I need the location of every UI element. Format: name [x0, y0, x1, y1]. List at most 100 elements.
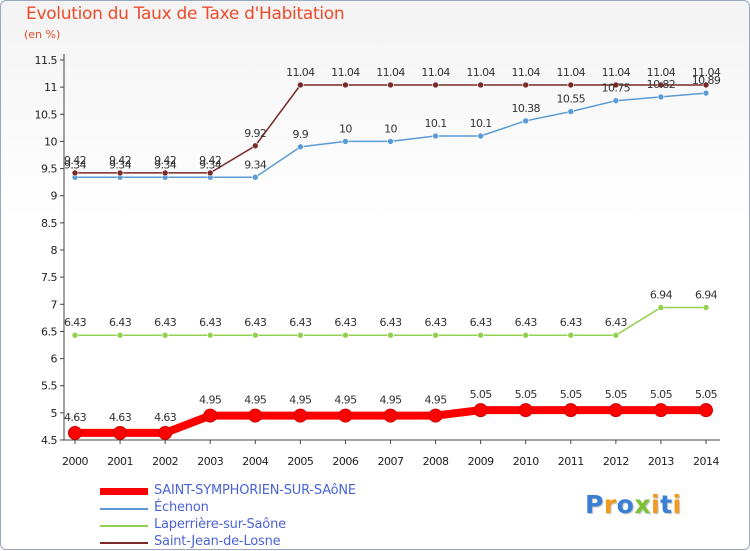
data-point: [657, 304, 665, 311]
data-point: [702, 81, 710, 89]
data-label: 5.05: [605, 388, 628, 401]
logo-letter: t: [660, 490, 673, 519]
data-label: 6.43: [379, 316, 402, 329]
data-point: [342, 331, 349, 339]
legend-swatch: [100, 508, 148, 510]
y-tick-label: 11: [44, 81, 57, 94]
data-point: [432, 81, 439, 89]
data-label: 11.04: [331, 66, 360, 79]
x-tick-label: 2014: [693, 455, 719, 468]
legend-label: Échenon: [154, 500, 209, 515]
x-tick-label: 2001: [107, 455, 133, 468]
legend-swatch: [100, 542, 148, 544]
data-point: [158, 425, 173, 440]
data-label: 9.42: [64, 154, 86, 167]
y-tick-label: 9: [51, 190, 58, 203]
proxiti-logo: Proxiti: [585, 490, 682, 519]
y-tick-label: 6.5: [41, 325, 57, 338]
data-label: 6.43: [64, 316, 87, 329]
data-label: 10.1: [470, 117, 492, 130]
x-tick-label: 2010: [513, 455, 539, 468]
data-point: [387, 331, 394, 339]
y-tick-label: 8.5: [41, 217, 57, 230]
data-label: 10.89: [692, 74, 721, 87]
data-point: [477, 331, 484, 339]
data-label: 6.43: [470, 316, 493, 329]
data-point: [297, 81, 304, 89]
data-label: 10.1: [425, 117, 447, 130]
y-tick-label: 10: [44, 135, 57, 148]
logo-letter: i: [651, 490, 661, 519]
data-label: 6.94: [650, 289, 673, 302]
data-point: [251, 142, 259, 150]
x-tick-label: 2002: [152, 455, 178, 468]
data-point: [612, 331, 620, 339]
data-label: 4.95: [334, 394, 357, 407]
data-point: [518, 403, 533, 418]
x-tick-label: 2013: [648, 455, 674, 468]
legend-swatch: [100, 525, 148, 527]
legend-label: SAINT-SYMPHORIEN-SUR-SAôNE: [154, 483, 356, 498]
data-label: 6.43: [289, 316, 312, 329]
data-label: 11.04: [376, 66, 405, 79]
data-label: 4.95: [244, 394, 267, 407]
data-point: [387, 81, 394, 89]
y-tick-label: 7: [51, 298, 58, 311]
y-tick-label: 4.5: [41, 434, 57, 447]
x-tick-label: 2007: [378, 455, 404, 468]
data-point: [432, 132, 439, 140]
data-point: [653, 403, 668, 418]
data-point: [203, 408, 218, 423]
data-label: 4.63: [154, 411, 177, 424]
data-point: [71, 169, 79, 177]
logo-letter: r: [603, 490, 617, 519]
data-label: 6.94: [695, 289, 718, 302]
data-point: [251, 173, 259, 181]
data-label: 9.42: [154, 154, 176, 167]
data-point: [116, 331, 124, 339]
data-point: [293, 408, 308, 423]
data-point: [473, 403, 488, 418]
y-tick-label: 5: [51, 407, 58, 420]
data-label: 11.04: [647, 66, 676, 79]
data-label: 11.04: [286, 66, 315, 79]
data-point: [567, 108, 575, 115]
data-point: [522, 117, 530, 125]
data-label: 6.43: [199, 316, 222, 329]
legend-label: Laperrière-sur-Saône: [154, 517, 286, 532]
data-label: 6.43: [560, 316, 583, 329]
data-label: 10.38: [511, 102, 540, 115]
data-point: [113, 425, 128, 440]
data-label: 6.43: [334, 316, 357, 329]
data-point: [383, 408, 398, 423]
data-label: 10: [384, 122, 397, 135]
data-point: [477, 81, 484, 89]
data-label: 9.42: [109, 154, 131, 167]
data-label: 9.34: [199, 158, 222, 171]
data-point: [342, 138, 349, 145]
data-label: 6.43: [425, 316, 448, 329]
data-label: 9.34: [109, 158, 132, 171]
data-label: 10.75: [602, 82, 631, 95]
x-tick-label: 2011: [558, 455, 584, 468]
data-point: [432, 331, 439, 339]
data-point: [567, 331, 575, 339]
data-label: 6.43: [515, 316, 538, 329]
logo-letter: o: [616, 490, 635, 519]
data-label: 4.63: [109, 411, 132, 424]
data-label: 9.9: [293, 128, 309, 141]
x-tick-label: 2004: [242, 455, 268, 468]
logo-letter: P: [585, 490, 604, 519]
data-label: 9.34: [154, 158, 177, 171]
data-label: 5.05: [695, 388, 718, 401]
data-label: 9.34: [64, 158, 87, 171]
y-unit-label: (en %): [24, 28, 61, 41]
y-tick-label: 6: [51, 353, 58, 366]
data-label: 11.04: [557, 66, 586, 79]
legend-label: Saint-Jean-de-Losne: [154, 534, 281, 549]
data-label: 11.04: [511, 66, 540, 79]
data-point: [68, 425, 82, 440]
data-label: 5.05: [650, 388, 673, 401]
